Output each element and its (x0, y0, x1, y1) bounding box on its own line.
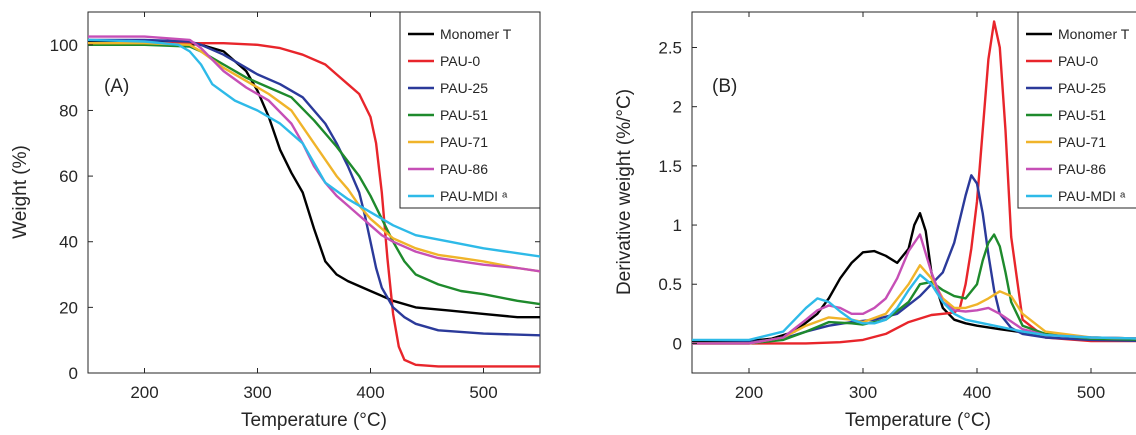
y-tick-label: 40 (59, 233, 78, 252)
y-tick-label: 100 (50, 36, 78, 55)
ticks-layer: 200 300 400 500 0 20 40 60 80 100 (50, 12, 540, 402)
x-tick-label: 500 (469, 383, 497, 402)
y-tick-label: 1.5 (658, 157, 682, 176)
legend-label: PAU-86 (1058, 161, 1106, 177)
legend: Monomer T PAU-0 PAU-25 PAU-51 PAU-71 PAU-86 PA… (1017, 11, 1136, 209)
x-tick-label: 400 (963, 383, 991, 402)
y-tick-label: 2 (673, 98, 682, 117)
series-line-pau-51 (692, 233, 1136, 345)
series-layer (692, 20, 1136, 345)
series-line-pau-25 (88, 38, 540, 337)
legend-item: PAU-86 (1026, 161, 1106, 177)
legend-label: PAU-MDI ᵃ (1058, 188, 1126, 204)
legend-item: PAU-51 (408, 107, 488, 123)
legend-label: PAU-0 (1058, 53, 1098, 69)
x-axis-label: Temperature (°C) (241, 410, 387, 431)
chart-panel-b: 200 300 400 500 0 0.5 1 1.5 2 2.5 (B) Temperature… (614, 11, 1136, 431)
y-tick-label: 80 (59, 101, 78, 120)
legend-item: PAU-0 (1026, 53, 1098, 69)
legend-item: PAU-51 (1026, 107, 1106, 123)
y-tick-label: 0.5 (658, 275, 682, 294)
y-tick-label: 20 (59, 298, 78, 317)
legend-item: PAU-25 (1026, 80, 1106, 96)
legend-label: PAU-25 (440, 80, 488, 96)
series-line-pau-mdi (692, 273, 1136, 342)
panel-label: (B) (712, 76, 737, 97)
series-line-monomer-t (692, 211, 1136, 343)
legend-box (399, 11, 541, 209)
x-tick-label: 400 (356, 383, 384, 402)
chart-panel-a: 200 300 400 500 0 20 40 60 80 100 (A) Temperature… (10, 11, 541, 431)
legend-item: PAU-0 (408, 53, 480, 69)
y-axis-label: Weight (%) (10, 145, 31, 239)
series-line-pau-mdi (88, 38, 540, 258)
legend-label: Monomer T (1058, 26, 1130, 42)
panel-label: (A) (104, 76, 129, 97)
series-line-pau-0 (692, 20, 1136, 345)
legend-box (1017, 11, 1136, 209)
legend-label: PAU-51 (1058, 107, 1106, 123)
ticks-layer: 200 300 400 500 0 0.5 1 1.5 2 2.5 (658, 12, 1105, 402)
y-tick-label: 1 (673, 216, 682, 235)
y-axis-label: Derivative weight (%/°C) (614, 89, 635, 295)
x-tick-label: 300 (849, 383, 877, 402)
legend-label: PAU-51 (440, 107, 488, 123)
legend-label: PAU-25 (1058, 80, 1106, 96)
y-tick-label: 60 (59, 167, 78, 186)
legend: Monomer T PAU-0 PAU-25 PAU-51 PAU-71 PAU-86 PA… (399, 11, 541, 209)
legend-label: PAU-MDI ᵃ (440, 188, 508, 204)
x-tick-label: 300 (243, 383, 271, 402)
legend-item: Monomer T (1026, 26, 1130, 42)
legend-item: PAU-86 (408, 161, 488, 177)
x-tick-label: 200 (130, 383, 158, 402)
x-axis-label: Temperature (°C) (845, 410, 991, 431)
series-layer (88, 35, 540, 368)
legend-item: PAU-MDI ᵃ (1026, 188, 1126, 204)
y-tick-label: 0 (673, 334, 682, 353)
x-tick-label: 200 (735, 383, 763, 402)
y-tick-label: 0 (69, 364, 78, 383)
legend-item: PAU-71 (408, 134, 488, 150)
legend-label: PAU-71 (440, 134, 488, 150)
series-line-pau-0 (88, 42, 540, 368)
legend-label: PAU-0 (440, 53, 480, 69)
legend-label: PAU-86 (440, 161, 488, 177)
series-line-pau-86 (692, 233, 1136, 345)
legend-item: PAU-25 (408, 80, 488, 96)
series-line-pau-86 (88, 35, 540, 273)
x-tick-label: 500 (1077, 383, 1105, 402)
legend-item: Monomer T (408, 26, 512, 42)
series-line-monomer-t (88, 40, 540, 319)
y-tick-label: 2.5 (658, 39, 682, 58)
legend-item: PAU-71 (1026, 134, 1106, 150)
legend-item: PAU-MDI ᵃ (408, 188, 508, 204)
legend-label: PAU-71 (1058, 134, 1106, 150)
legend-label: Monomer T (440, 26, 512, 42)
